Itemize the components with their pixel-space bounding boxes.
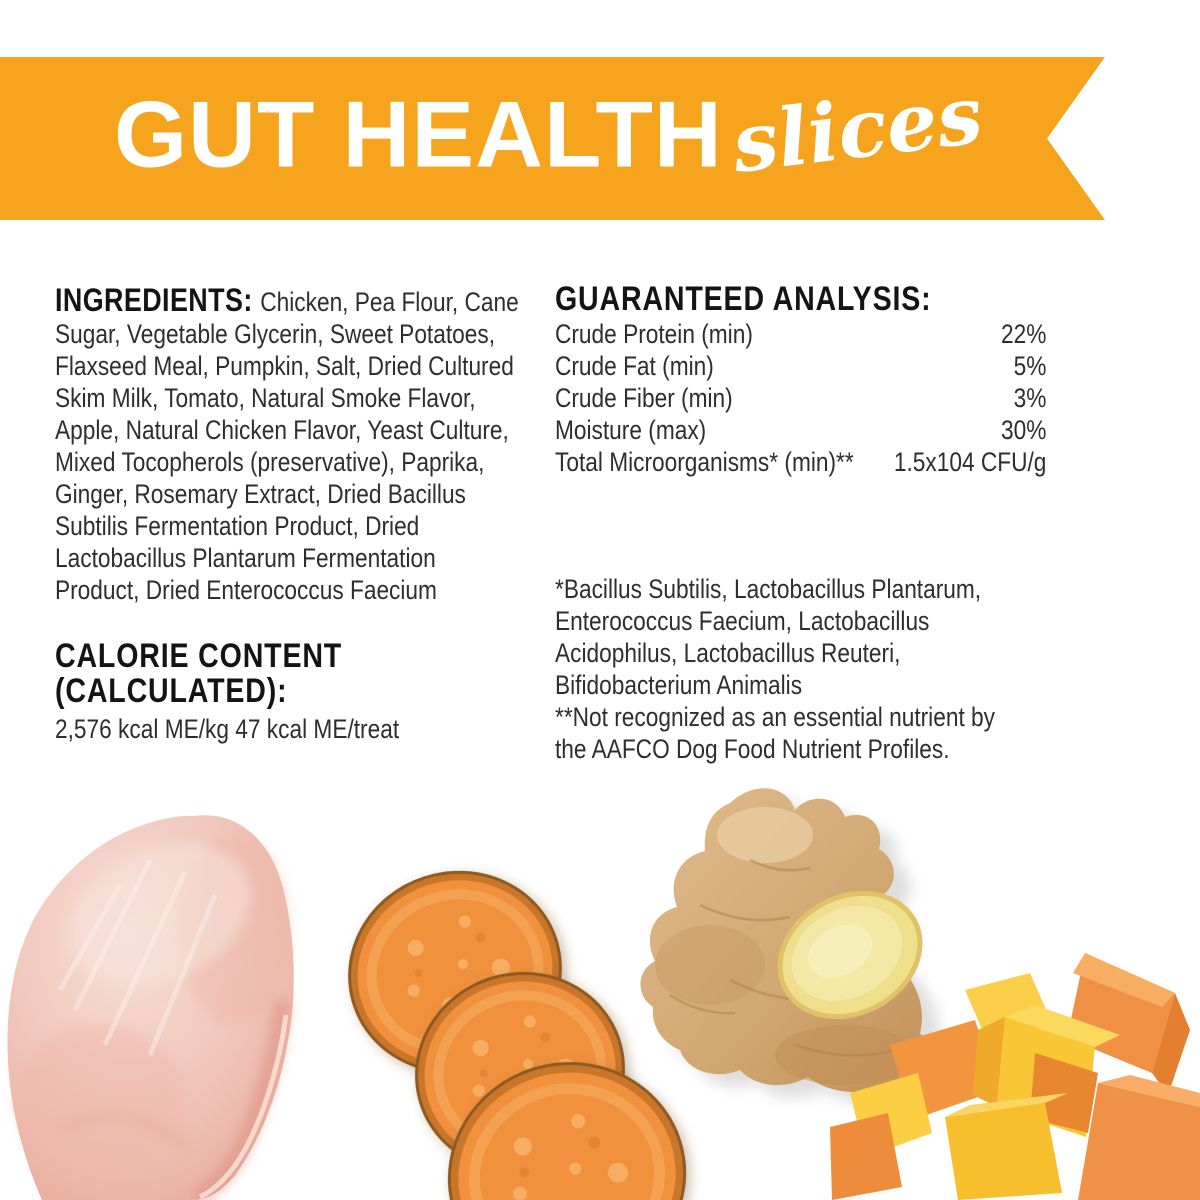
footnote-line: the AAFCO Dog Food Nutrient Profiles. — [555, 734, 950, 764]
banner-ribbon: GUT HEALTH slices — [0, 57, 1105, 220]
calorie-content-section: CALORIE CONTENT (CALCULATED): 2,576 kcal… — [55, 639, 559, 745]
calorie-heading-line: CALORIE CONTENT — [55, 637, 343, 675]
ingredients-line: Sugar, Vegetable Glycerin, Sweet Potatoe… — [55, 319, 496, 349]
table-row: Moisture (max) 30% — [555, 414, 1046, 446]
nutrient-label: Total Microorganisms* (min)** — [555, 447, 854, 477]
footnote-line: Acidophilus, Lactobacillus Reuteri, — [555, 638, 901, 668]
left-column: INGREDIENTS: Chicken, Pea Flour, Cane Sug… — [55, 284, 559, 745]
nutrient-label: Crude Protein (min) — [555, 319, 753, 349]
nutrient-value: 22% — [1001, 319, 1047, 349]
table-row: Crude Fat (min) 5% — [555, 350, 1046, 382]
ingredients-line: Mixed Tocopherols (preservative), Paprik… — [55, 447, 485, 477]
ingredients-line: INGREDIENTS: Chicken, Pea Flour, Cane — [55, 282, 519, 318]
guaranteed-analysis-heading: GUARANTEED ANALYSIS: — [555, 280, 932, 318]
ingredients-line: Subtilis Fermentation Product, Dried — [55, 511, 420, 541]
sweet-potato-slices-image — [330, 860, 710, 1200]
squash-cubes-image — [830, 935, 1200, 1200]
footnote-line: Enterococcus Faecium, Lactobacillus — [555, 606, 930, 636]
calorie-heading-line: (CALCULATED): — [55, 672, 288, 710]
ingredients-line: Flaxseed Meal, Pumpkin, Salt, Dried Cult… — [55, 351, 514, 381]
nutrient-label: Moisture (max) — [555, 415, 707, 445]
footnote-line: *Bacillus Subtilis, Lactobacillus Planta… — [555, 574, 982, 604]
nutrient-label: Crude Fiber (min) — [555, 383, 733, 413]
nutrient-value: 5% — [1013, 351, 1047, 381]
table-row: Total Microorganisms* (min)** 1.5x104 CF… — [555, 446, 1046, 478]
ingredients-line: Ginger, Rosemary Extract, Dried Bacillus — [55, 479, 466, 509]
footnotes-block: *Bacillus Subtilis, Lactobacillus Planta… — [555, 573, 1046, 765]
ingredients-line: Apple, Natural Chicken Flavor, Yeast Cul… — [55, 415, 509, 445]
nutrient-value: 1.5x104 CFU/g — [893, 447, 1047, 477]
table-row: Crude Fiber (min) 3% — [555, 382, 1046, 414]
guaranteed-analysis-table: Crude Protein (min) 22% Crude Fat (min) … — [555, 318, 1046, 478]
ingredients-line: Product, Dried Enterococcus Faecium — [55, 575, 437, 605]
ingredients-line: Lactobacillus Plantarum Fermentation — [55, 543, 436, 573]
ingredients-heading: INGREDIENTS: — [55, 282, 253, 318]
ingredients-line: Skim Milk, Tomato, Natural Smoke Flavor, — [55, 383, 476, 413]
calorie-value: 2,576 kcal ME/kg 47 kcal ME/treat — [55, 714, 400, 744]
banner-title: GUT HEALTH — [114, 81, 723, 187]
footnote-line: **Not recognized as an essential nutrien… — [555, 702, 996, 732]
nutrient-value: 30% — [1001, 415, 1047, 445]
nutrient-value: 3% — [1013, 383, 1047, 413]
banner-subtitle-script: slices — [727, 66, 988, 191]
ingredients-paragraph: INGREDIENTS: Chicken, Pea Flour, Cane Sug… — [55, 284, 559, 606]
table-row: Crude Protein (min) 22% — [555, 318, 1046, 350]
chicken-breast-image — [0, 800, 310, 1200]
nutrient-label: Crude Fat (min) — [555, 351, 714, 381]
right-column: GUARANTEED ANALYSIS: Crude Protein (min)… — [555, 280, 1046, 765]
footnote-line: Bifidobacterium Animalis — [555, 670, 803, 700]
ginger-root-image — [615, 765, 960, 1110]
